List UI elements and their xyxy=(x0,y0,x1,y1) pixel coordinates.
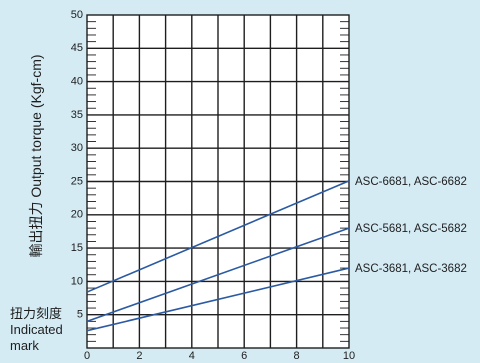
x-tick-label: 8 xyxy=(294,350,300,362)
y-tick-label: 25 xyxy=(71,175,83,187)
x-tick-label: 4 xyxy=(189,350,195,362)
y-tick-label: 5 xyxy=(77,309,83,321)
series-line-1 xyxy=(86,180,350,293)
y-tick-label: 20 xyxy=(71,209,83,221)
y-tick-label: 40 xyxy=(71,76,83,88)
series-label-2: ASC-5681, ASC-5682 xyxy=(355,223,467,235)
y-axis-label: 輸出扭力 Output torque (Kgf-cm) xyxy=(28,54,44,257)
series-label-3: ASC-3681, ASC-3682 xyxy=(355,263,467,275)
indicated-mark-label-en-1: Indicated xyxy=(10,322,63,337)
y-tick-label: 30 xyxy=(71,142,83,154)
x-tick-label: 6 xyxy=(241,350,247,362)
y-tick-label: 10 xyxy=(71,275,83,287)
x-tick-label: 0 xyxy=(84,350,90,362)
x-tick-label: 2 xyxy=(136,350,142,362)
y-tick-label: 50 xyxy=(71,9,83,21)
y-tick-label: 35 xyxy=(71,109,83,121)
series-label-1: ASC-6681, ASC-6682 xyxy=(355,176,467,188)
y-tick-label: 45 xyxy=(71,42,83,54)
series-line-3 xyxy=(86,267,350,332)
series-line-2 xyxy=(86,227,350,323)
indicated-mark-label-en-2: mark xyxy=(10,338,39,353)
x-tick-label: 10 xyxy=(343,350,355,362)
y-tick-label: 15 xyxy=(71,242,83,254)
indicated-mark-label-zh: 扭力刻度 xyxy=(10,306,62,321)
